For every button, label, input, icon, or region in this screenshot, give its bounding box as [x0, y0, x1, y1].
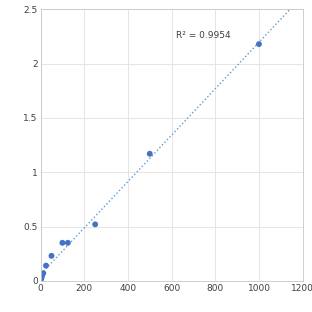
Text: R² = 0.9954: R² = 0.9954 — [176, 31, 231, 40]
Point — [49, 253, 54, 258]
Point — [41, 271, 46, 276]
Point — [256, 41, 261, 46]
Point — [66, 240, 71, 245]
Point — [43, 263, 49, 268]
Point — [93, 222, 98, 227]
Point — [38, 277, 43, 282]
Point — [39, 276, 44, 281]
Point — [39, 274, 44, 279]
Point — [60, 240, 65, 245]
Point — [147, 151, 152, 156]
